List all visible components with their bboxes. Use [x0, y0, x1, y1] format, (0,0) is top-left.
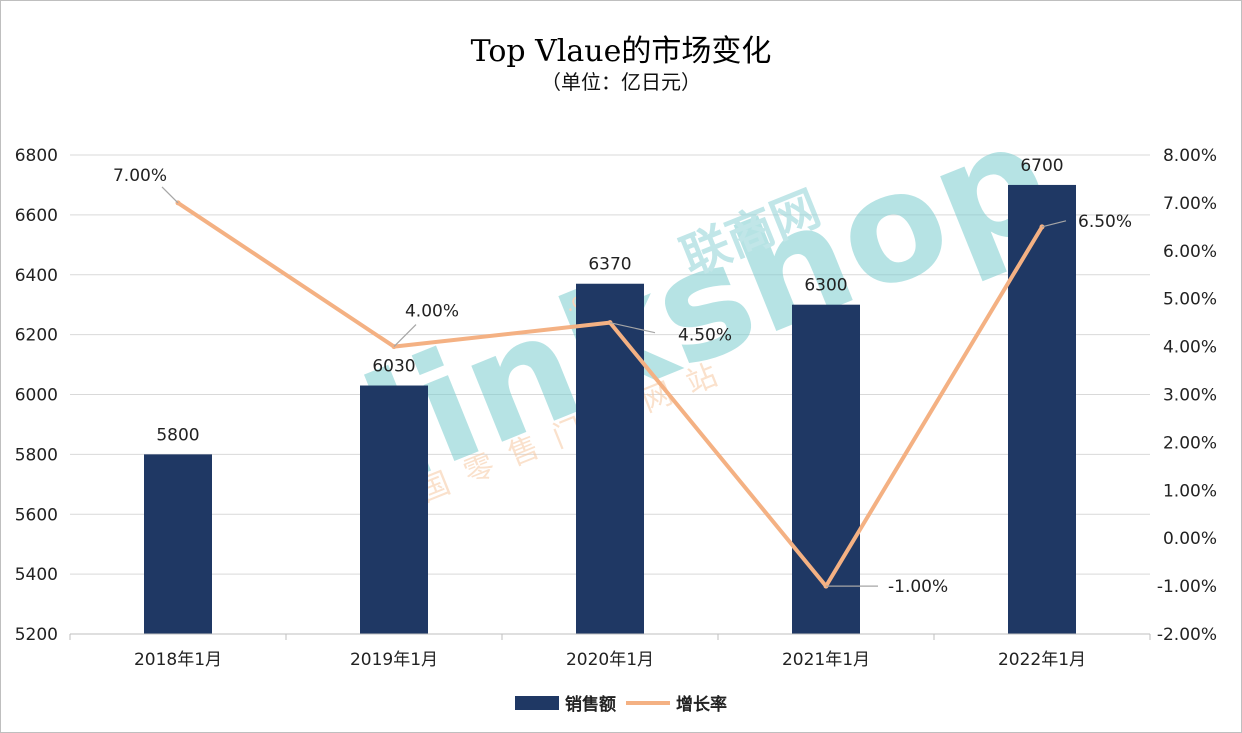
y-right-tick-label: 7.00% [1163, 194, 1217, 214]
legend-item-sales: 销售额 [515, 690, 616, 715]
label-leader-line [609, 322, 656, 334]
x-tick-label: 2019年1月 [350, 650, 438, 670]
x-tick-label: 2018年1月 [134, 650, 222, 670]
legend: 销售额 增长率 [0, 690, 1242, 715]
chart-subtitle: （单位：亿日元） [541, 70, 701, 94]
y-right-tick-label: 4.00% [1163, 338, 1217, 358]
legend-label-sales: 销售额 [565, 695, 616, 715]
chart-title: Top Vlaue的市场变化 [470, 34, 772, 69]
bar [144, 454, 212, 634]
data-labels: 5800 6030 6370 6300 6700 7.00% 4.00% 4.50% -1.00… [113, 156, 1132, 597]
x-tick-label: 2021年1月 [782, 650, 870, 670]
bar-value-label: 5800 [156, 425, 199, 445]
y-left-tick-label: 5800 [15, 445, 58, 465]
line-value-label: 7.00% [113, 166, 167, 186]
y-right-tick-label: -1.00% [1157, 577, 1217, 597]
y-left-tick-label: 6000 [15, 386, 58, 406]
x-tick-label: 2022年1月 [998, 650, 1086, 670]
y-left-tick-label: 5400 [15, 565, 58, 585]
legend-swatch-line [626, 700, 670, 705]
label-leader-line [161, 186, 179, 204]
legend-item-growth: 增长率 [626, 690, 727, 715]
line-value-label: 6.50% [1078, 212, 1132, 232]
bar-value-label: 6300 [804, 276, 847, 296]
y-left-tick-label: 5600 [15, 505, 58, 525]
legend-label-growth: 增长率 [676, 695, 727, 715]
y-right-tick-label: 0.00% [1163, 529, 1217, 549]
y-right-tick-label: 6.00% [1163, 242, 1217, 262]
bar [360, 385, 428, 634]
bar [1008, 184, 1076, 634]
line-value-label: 4.50% [678, 326, 732, 346]
y-right-tick-label: 5.00% [1163, 290, 1217, 310]
legend-swatch-bar [515, 695, 559, 710]
bar-value-label: 6370 [588, 255, 631, 275]
line-value-label: -1.00% [888, 577, 948, 597]
y-left-tick-label: 6200 [15, 326, 58, 346]
y-right-tick-label: 2.00% [1163, 433, 1217, 453]
bar [792, 304, 860, 634]
bar-series [144, 184, 1076, 634]
y-right-tick-label: -2.00% [1157, 625, 1217, 645]
y-right-tick-label: 1.00% [1163, 481, 1217, 501]
y-right-tick-label: 3.00% [1163, 386, 1217, 406]
label-leader-line [1041, 220, 1067, 228]
axes: 6800 6600 6400 6200 6000 5800 5600 5400 5200 8.00… [15, 146, 1217, 670]
x-tick-label: 2020年1月 [566, 650, 654, 670]
line-value-label: 4.00% [405, 302, 459, 322]
y-left-tick-label: 6800 [15, 146, 58, 166]
y-right-tick-label: 8.00% [1163, 146, 1217, 166]
y-left-tick-label: 6600 [15, 206, 58, 226]
bar-value-label: 6700 [1020, 156, 1063, 176]
label-leader-line [393, 324, 417, 348]
y-left-tick-label: 6400 [15, 266, 58, 286]
y-left-tick-label: 5200 [15, 625, 58, 645]
bar-value-label: 6030 [372, 357, 415, 377]
bar [576, 283, 644, 634]
